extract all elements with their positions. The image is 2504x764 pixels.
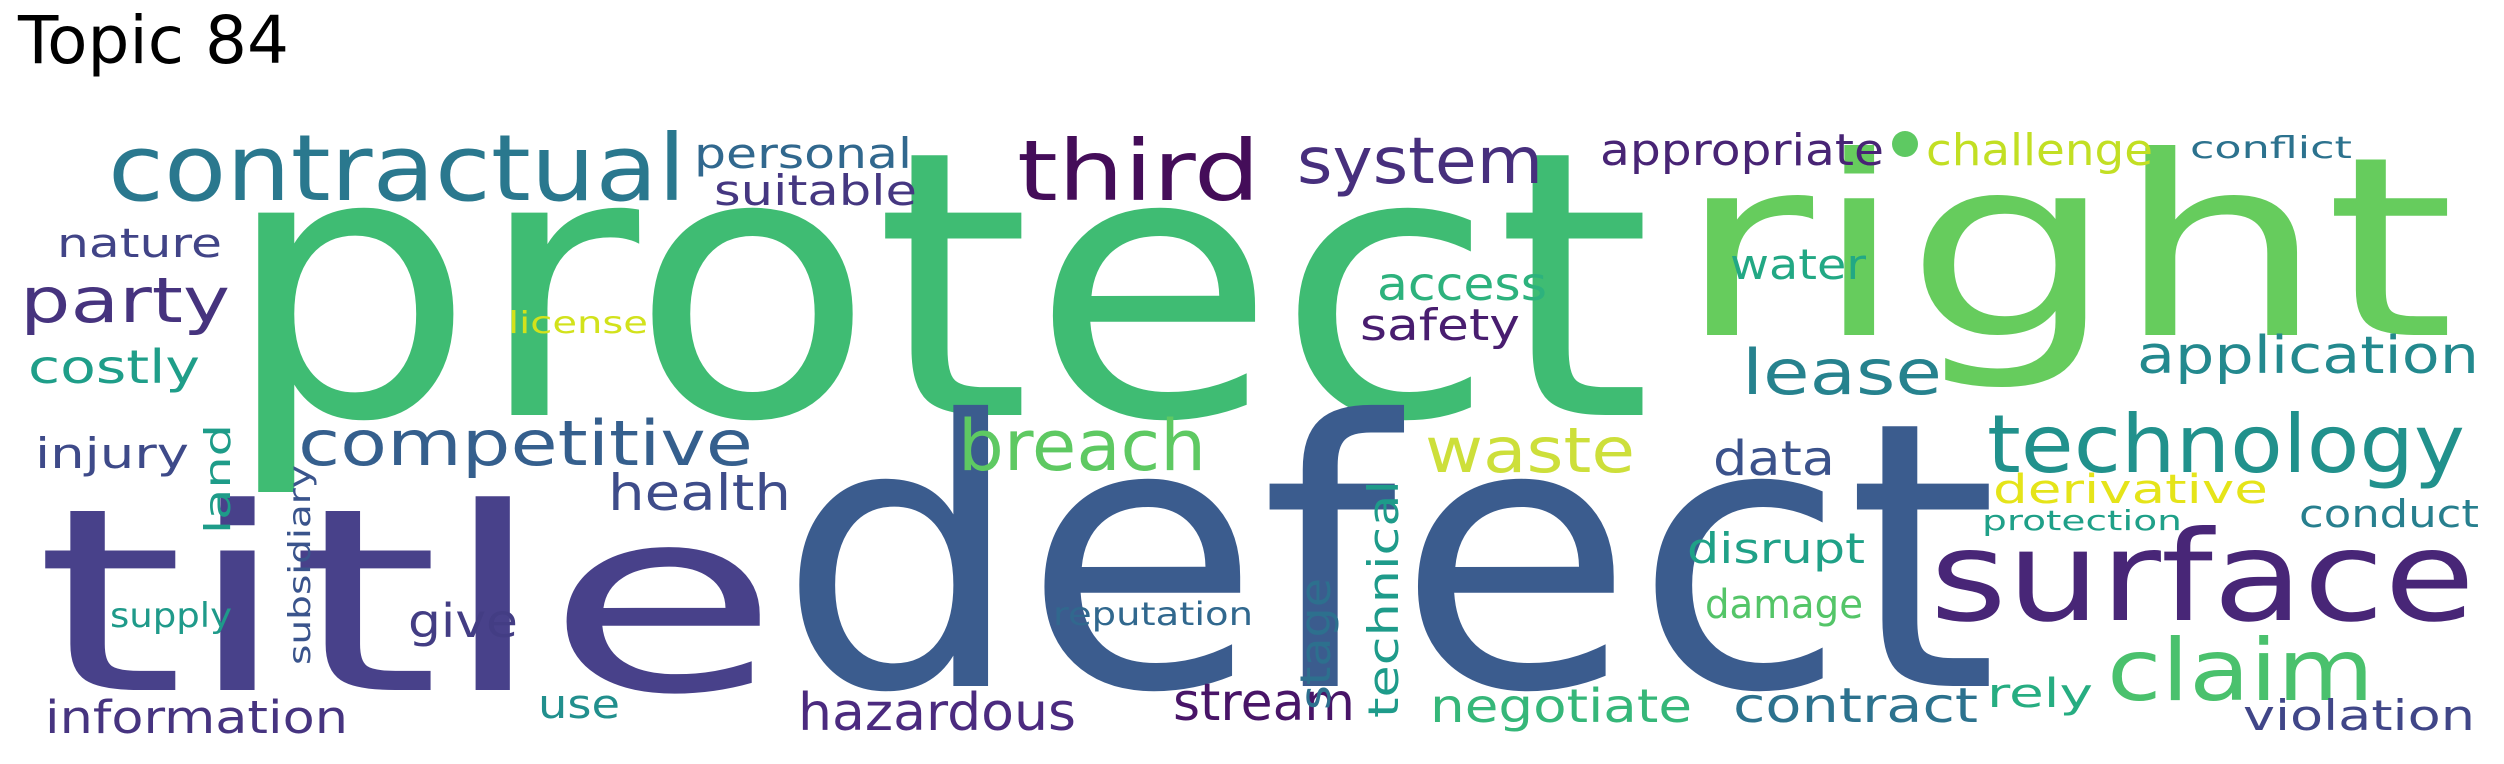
word-land: land [198,424,239,534]
word-costly: costly [28,340,200,394]
word-stream: stream [1173,673,1355,733]
word-personal: personal [694,129,912,178]
word-rely: rely [1987,671,2093,717]
word-hazardous: hazardous [798,683,1076,743]
word-conduct: conduct [2299,492,2479,536]
word-challenge: challenge [1926,125,2153,176]
word-surface: surface [1930,505,2475,650]
word-information: information [45,691,348,744]
word-injury: injury [35,429,189,478]
word-claim: claim [2107,621,2374,721]
word-water: water [1730,240,1867,289]
word-supply: supply [110,596,232,636]
word-disrupt: disrupt [1687,524,1865,573]
word-stage: stage [1291,578,1340,710]
word-application: application [2137,326,2479,386]
word-suitable: suitable [714,166,917,215]
word-safety: safety [1360,300,1520,351]
word-lease: lease [1742,336,1942,409]
figure-title: Topic 84 [18,2,289,79]
word-party: party [20,264,230,337]
word-subsidiary: subsidiary [283,465,318,665]
word-negotiate: negotiate [1430,679,1692,733]
word-competitive: competitive [298,407,753,480]
word-contractual: contractual [108,115,686,222]
word-right: right [1677,103,2455,394]
word-access: access [1377,257,1547,311]
word-use: use [538,682,620,728]
word-damage: damage [1705,582,1863,628]
word-give: give [408,594,518,648]
word-third: third [1017,122,1260,220]
word-title: title [35,454,780,751]
word-violation: violation [2243,691,2475,740]
word-health: health [608,464,791,522]
word-reputation: reputation [1053,595,1253,633]
word-breach: breach [958,405,1206,487]
word-waste: waste [1425,414,1635,487]
word-technology: technology [1987,398,2465,491]
word-technical: technical [1359,480,1408,718]
dot-mark [1892,131,1918,157]
word-protect: protect [222,73,1652,503]
word-appropriate: appropriate [1600,125,1884,176]
word-data: data [1713,431,1835,487]
word-system: system [1297,125,1543,199]
word-license: license [508,306,648,341]
word-conflict: conflict [2190,131,2352,166]
word-protection: protection [1982,504,2182,537]
word-derivative: derivative [1993,467,2268,513]
word-defect: defect [778,344,1998,764]
word-nature: nature [57,221,222,267]
word-contract: contract [1733,678,1978,734]
